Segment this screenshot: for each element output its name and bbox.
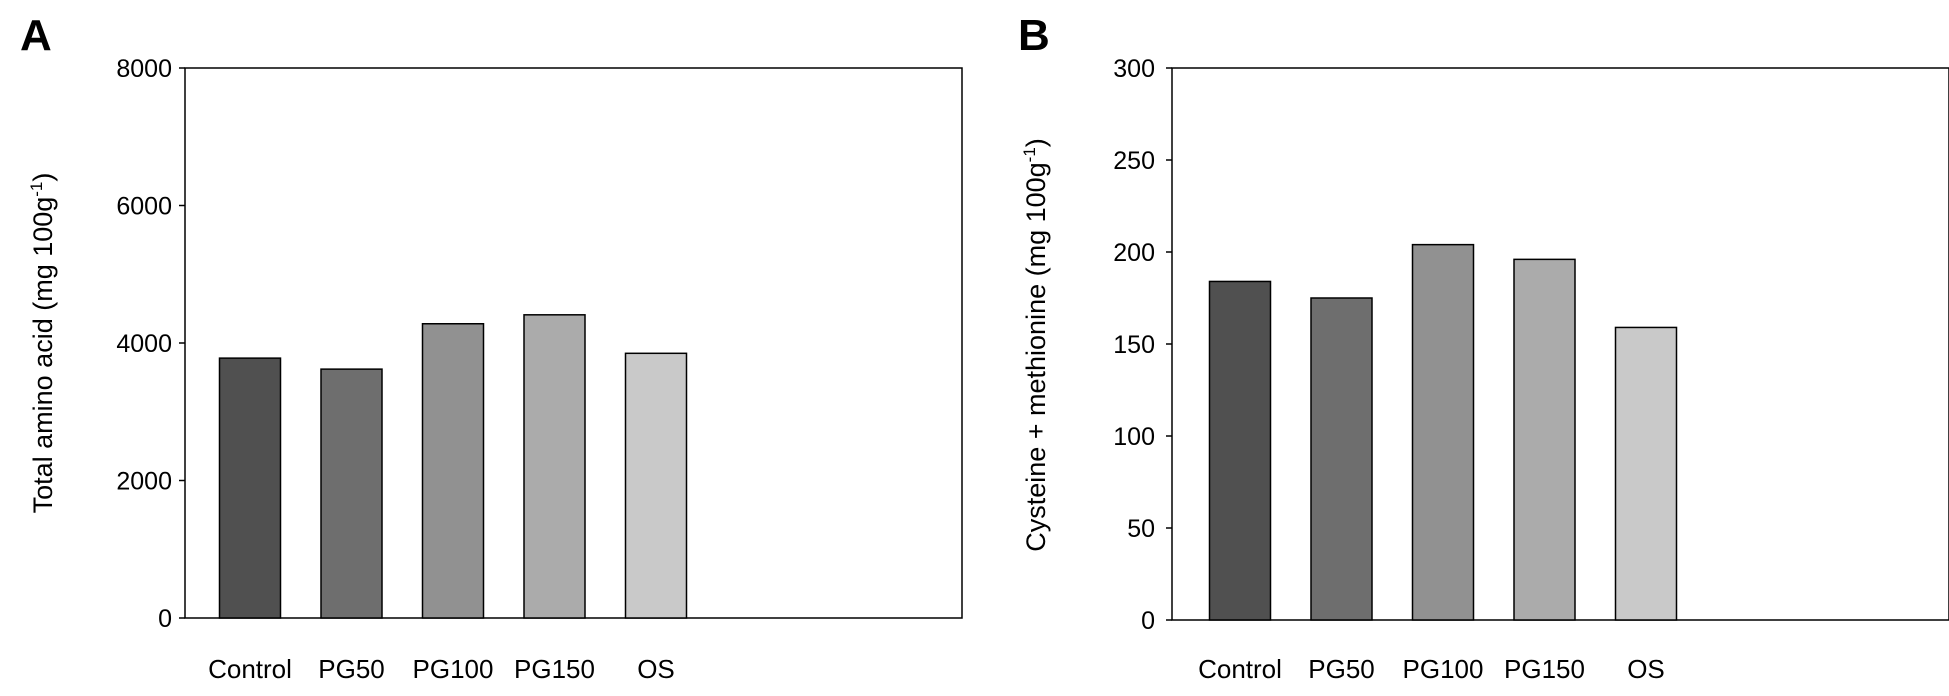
category-label: PG100: [413, 654, 494, 684]
category-labels-a: Control PG50 PG100 PG150 OS: [208, 654, 675, 684]
category-label: PG50: [318, 654, 385, 684]
y-tick-label: 50: [1127, 515, 1155, 543]
y-tick-label: 300: [1113, 55, 1155, 83]
bar-pg50-a: [320, 368, 383, 619]
y-tick-label: 8000: [116, 55, 172, 83]
category-label: OS: [637, 654, 675, 684]
y-axis-label-b: Cysteine + methionine (mg 100g-1): [1020, 138, 1051, 552]
y-tick-label: 200: [1113, 239, 1155, 267]
y-tick-label: 250: [1113, 147, 1155, 175]
bar-pg100-b: [1411, 243, 1475, 621]
y-axis-label-a: Total amino acid (mg 100g-1): [27, 173, 58, 514]
bar-control-b: [1208, 280, 1272, 621]
category-labels-b: Control PG50 PG100 PG150 OS: [1198, 654, 1665, 684]
bars-b: [1208, 243, 1678, 621]
y-axis-label-close-b: ): [1021, 138, 1051, 147]
y-axis-label-sup-b: -1: [1020, 147, 1039, 162]
y-ticks-b: 0 50 100 150 200 250 300: [1113, 55, 1172, 635]
y-tick-label: 6000: [116, 193, 172, 221]
category-label: PG100: [1403, 654, 1484, 684]
y-axis-label-main-b: Cysteine + methionine (mg 100g: [1021, 162, 1051, 551]
y-tick-label: 2000: [116, 468, 172, 496]
y-axis-label-sup-a: -1: [27, 182, 46, 197]
y-tick-label: 4000: [116, 330, 172, 358]
bar-pg150-b: [1513, 258, 1576, 621]
y-ticks-a: 0 2000 4000 6000 8000: [116, 55, 185, 633]
category-label: Control: [1198, 654, 1282, 684]
bar-os-b: [1614, 326, 1678, 621]
category-label: OS: [1627, 654, 1665, 684]
y-tick-label: 100: [1113, 423, 1155, 451]
panel-letter-a: A: [20, 11, 52, 60]
bar-pg100-a: [421, 323, 485, 619]
category-label: PG50: [1308, 654, 1375, 684]
category-label: PG150: [514, 654, 595, 684]
category-label: Control: [208, 654, 292, 684]
bar-pg50-b: [1310, 297, 1373, 621]
y-tick-label: 0: [1141, 607, 1155, 635]
y-axis-label-close-a: ): [28, 173, 58, 182]
panel-b: B 0 50 100 150 200 250 300 Control PG50 PG100 PG1…: [1018, 11, 1949, 684]
panel-a: A 0 2000 4000 6000 8000 Control PG50 PG100 PG15…: [20, 11, 963, 684]
y-tick-label: 150: [1113, 331, 1155, 359]
category-label: PG150: [1504, 654, 1585, 684]
bar-control-a: [218, 357, 282, 619]
bar-os-a: [624, 352, 688, 619]
panel-letter-b: B: [1018, 11, 1050, 60]
bar-pg150-a: [523, 314, 586, 619]
y-tick-label: 0: [158, 605, 172, 633]
y-axis-label-main-a: Total amino acid (mg 100g: [28, 197, 58, 514]
bars-a: [218, 314, 688, 619]
